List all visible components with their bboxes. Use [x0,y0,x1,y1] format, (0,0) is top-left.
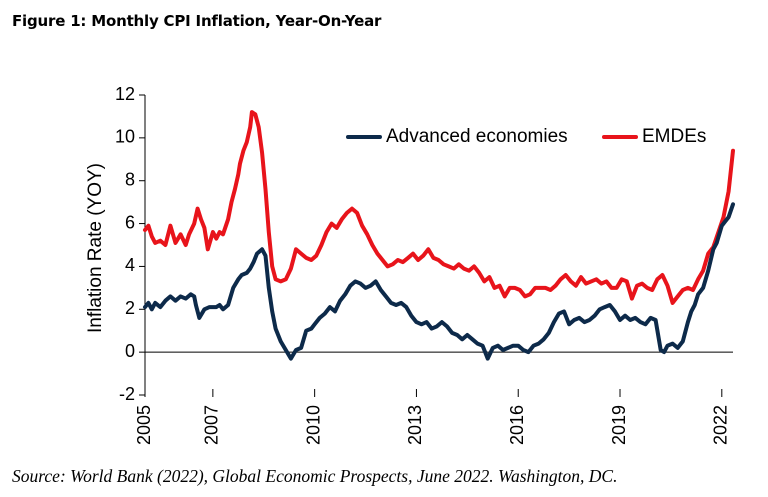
y-tick-label: 12 [115,84,135,104]
y-tick-label: 0 [125,341,135,361]
x-tick-label: 2013 [405,405,425,445]
x-tick-label: 2022 [711,405,731,445]
y-tick-label: 8 [125,169,135,189]
y-tick-label: 4 [125,255,135,275]
figure-title: Figure 1: Monthly CPI Inflation, Year-On… [12,12,382,30]
x-tick-label: 2007 [202,405,222,445]
y-tick-label: 2 [125,298,135,318]
legend: Advanced economies EMDEs [346,126,706,147]
y-axis-label: Inflation Rate (YOY) [85,163,106,333]
legend-label-advanced-economies: Advanced economies [386,126,568,147]
axes: -2 0 2 4 6 8 10 12 2005 2007 2010 2013 2016 2019 2022 [115,84,733,445]
x-tick-label: 2019 [609,405,629,445]
x-tick-label: 2016 [507,405,527,445]
y-tick-label: 6 [125,212,135,232]
series-line-emdes [143,110,735,305]
x-tick-label: 2005 [134,405,154,445]
y-tick-label: -2 [119,384,135,404]
series-line-advanced-economies [143,202,735,361]
legend-label-emdes: EMDEs [642,126,706,147]
series-layer [143,110,735,361]
y-tick-label: 10 [115,127,135,147]
source-note: Source: World Bank (2022), Global Econom… [12,466,618,486]
x-tick-label: 2010 [303,405,323,445]
